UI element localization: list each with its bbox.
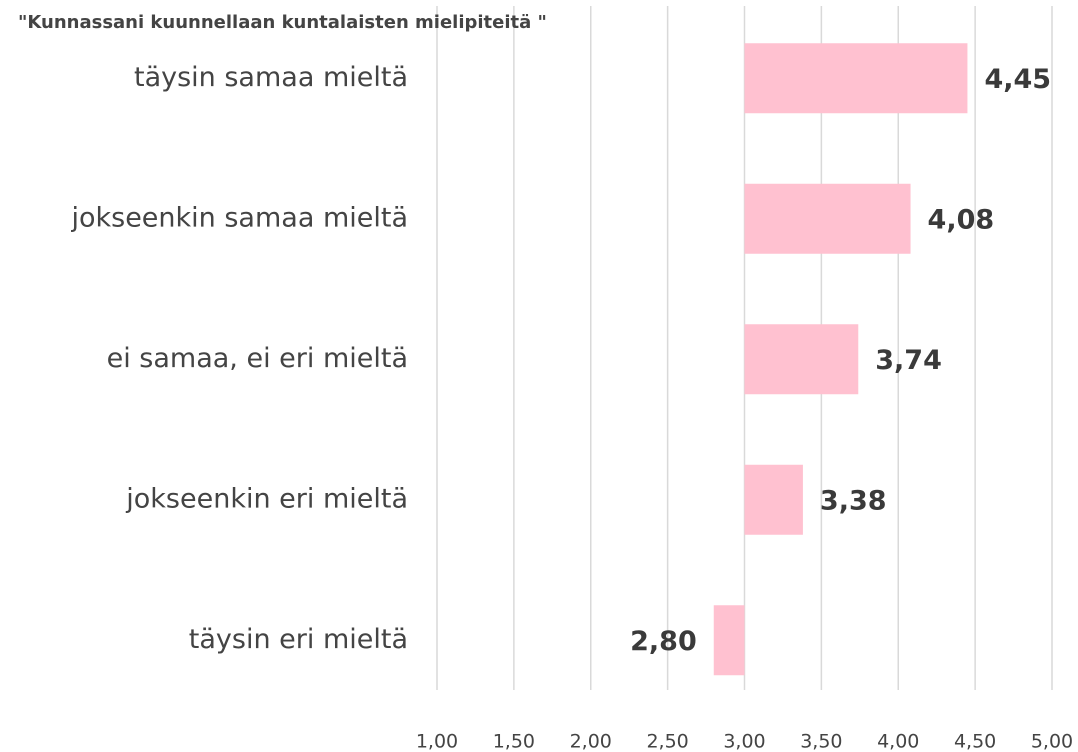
y-tick-label: täysin samaa mieltä bbox=[134, 62, 408, 93]
x-tick-label: 3,50 bbox=[800, 731, 842, 752]
x-tick-label: 1,00 bbox=[416, 731, 458, 752]
data-label: 3,74 bbox=[875, 345, 942, 376]
bar bbox=[744, 464, 803, 535]
data-label: 2,80 bbox=[630, 626, 697, 657]
y-tick-label: jokseenkin eri mieltä bbox=[125, 483, 408, 514]
bar bbox=[744, 43, 968, 114]
data-label: 4,08 bbox=[928, 204, 995, 235]
x-tick-label: 2,00 bbox=[570, 731, 612, 752]
x-tick-label: 1,50 bbox=[493, 731, 535, 752]
y-tick-label: täysin eri mieltä bbox=[189, 624, 408, 655]
y-tick-label: jokseenkin samaa mieltä bbox=[70, 202, 408, 233]
x-tick-label: 3,00 bbox=[723, 731, 765, 752]
data-label: 4,45 bbox=[984, 64, 1051, 95]
y-tick-label: ei samaa, ei eri mieltä bbox=[107, 343, 408, 374]
chart-title: "Kunnassani kuunnellaan kuntalaisten mie… bbox=[18, 12, 547, 33]
bar bbox=[713, 605, 745, 676]
data-label: 3,38 bbox=[820, 485, 887, 516]
x-tick-label: 4,50 bbox=[954, 731, 996, 752]
x-tick-label: 2,50 bbox=[646, 731, 688, 752]
bar bbox=[744, 324, 859, 395]
bar bbox=[744, 183, 911, 254]
x-tick-label: 5,00 bbox=[1031, 731, 1073, 752]
x-tick-label: 4,00 bbox=[877, 731, 919, 752]
